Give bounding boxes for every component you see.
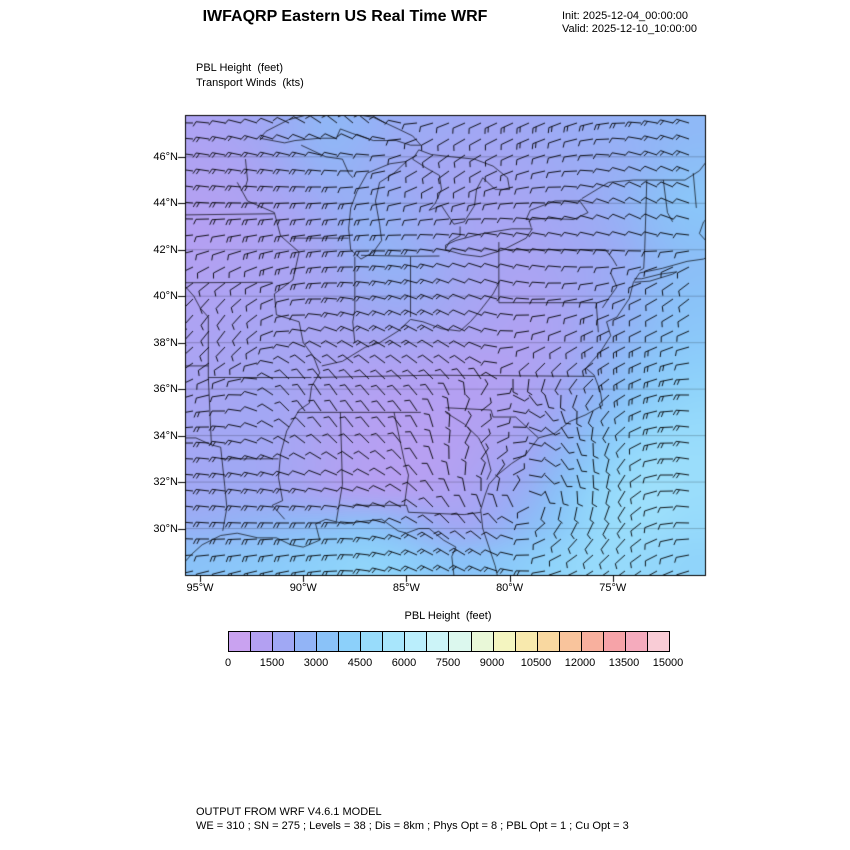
colorbar-cell	[360, 632, 383, 651]
y-tick-label: 32°N	[153, 476, 178, 489]
colorbar-cell	[426, 632, 449, 651]
colorbar-cell	[404, 632, 427, 651]
colorbar-tick-label: 7500	[435, 657, 461, 669]
colorbar-cell	[382, 632, 405, 651]
y-tick-label: 40°N	[153, 290, 178, 303]
colorbar-tick-label: 4500	[347, 657, 373, 669]
colorbar	[228, 631, 670, 652]
colorbar-cell	[316, 632, 339, 651]
colorbar-tick-label: 0	[224, 657, 232, 669]
x-tick-label: 75°W	[599, 582, 627, 594]
colorbar-cell	[492, 632, 515, 651]
y-tick-label: 44°N	[153, 197, 178, 210]
field-label-transport-winds: Transport Winds (kts)	[196, 77, 304, 89]
valid-timestamp: Valid: 2025-12-10_10:00:00	[562, 23, 697, 35]
colorbar-cell	[624, 632, 647, 651]
colorbar-cell	[514, 632, 537, 651]
colorbar-cell	[448, 632, 471, 651]
colorbar-cell	[470, 632, 493, 651]
colorbar-cell	[602, 632, 625, 651]
x-tick-label: 90°W	[289, 582, 317, 594]
y-tick-label: 42°N	[153, 243, 178, 256]
colorbar-cell	[580, 632, 603, 651]
colorbar-tick-label: 12000	[564, 657, 596, 669]
colorbar-title: PBL Height (feet)	[404, 610, 492, 622]
colorbar-tick-label: 15000	[652, 657, 684, 669]
y-tick-label: 30°N	[153, 522, 178, 535]
field-label-pbl-height: PBL Height (feet)	[196, 62, 284, 74]
colorbar-cell	[338, 632, 361, 651]
x-tick-label: 80°W	[496, 582, 524, 594]
colorbar-cell	[646, 632, 669, 651]
x-tick-label: 95°W	[186, 582, 214, 594]
colorbar-tick-label: 9000	[479, 657, 505, 669]
colorbar-cell	[229, 632, 251, 651]
colorbar-tick-label: 1500	[259, 657, 285, 669]
colorbar-tick-label: 10500	[520, 657, 552, 669]
y-tick-label: 38°N	[153, 336, 178, 349]
figure-title: IWFAQRP Eastern US Real Time WRF	[202, 8, 488, 25]
y-tick-label: 46°N	[153, 150, 178, 163]
footer-model-version: OUTPUT FROM WRF V4.6.1 MODEL	[196, 806, 382, 818]
y-tick-label: 36°N	[153, 383, 178, 396]
colorbar-cell	[536, 632, 559, 651]
y-tick-label: 34°N	[153, 429, 178, 442]
colorbar-cell	[250, 632, 273, 651]
colorbar-tick-label: 6000	[391, 657, 417, 669]
colorbar-cell	[558, 632, 581, 651]
init-timestamp: Init: 2025-12-04_00:00:00	[562, 10, 688, 22]
colorbar-cell	[294, 632, 317, 651]
colorbar-cell	[272, 632, 295, 651]
colorbar-tick-label: 3000	[303, 657, 329, 669]
footer-model-config: WE = 310 ; SN = 275 ; Levels = 38 ; Dis …	[196, 820, 629, 832]
colorbar-tick-label: 13500	[608, 657, 640, 669]
x-tick-label: 85°W	[392, 582, 420, 594]
